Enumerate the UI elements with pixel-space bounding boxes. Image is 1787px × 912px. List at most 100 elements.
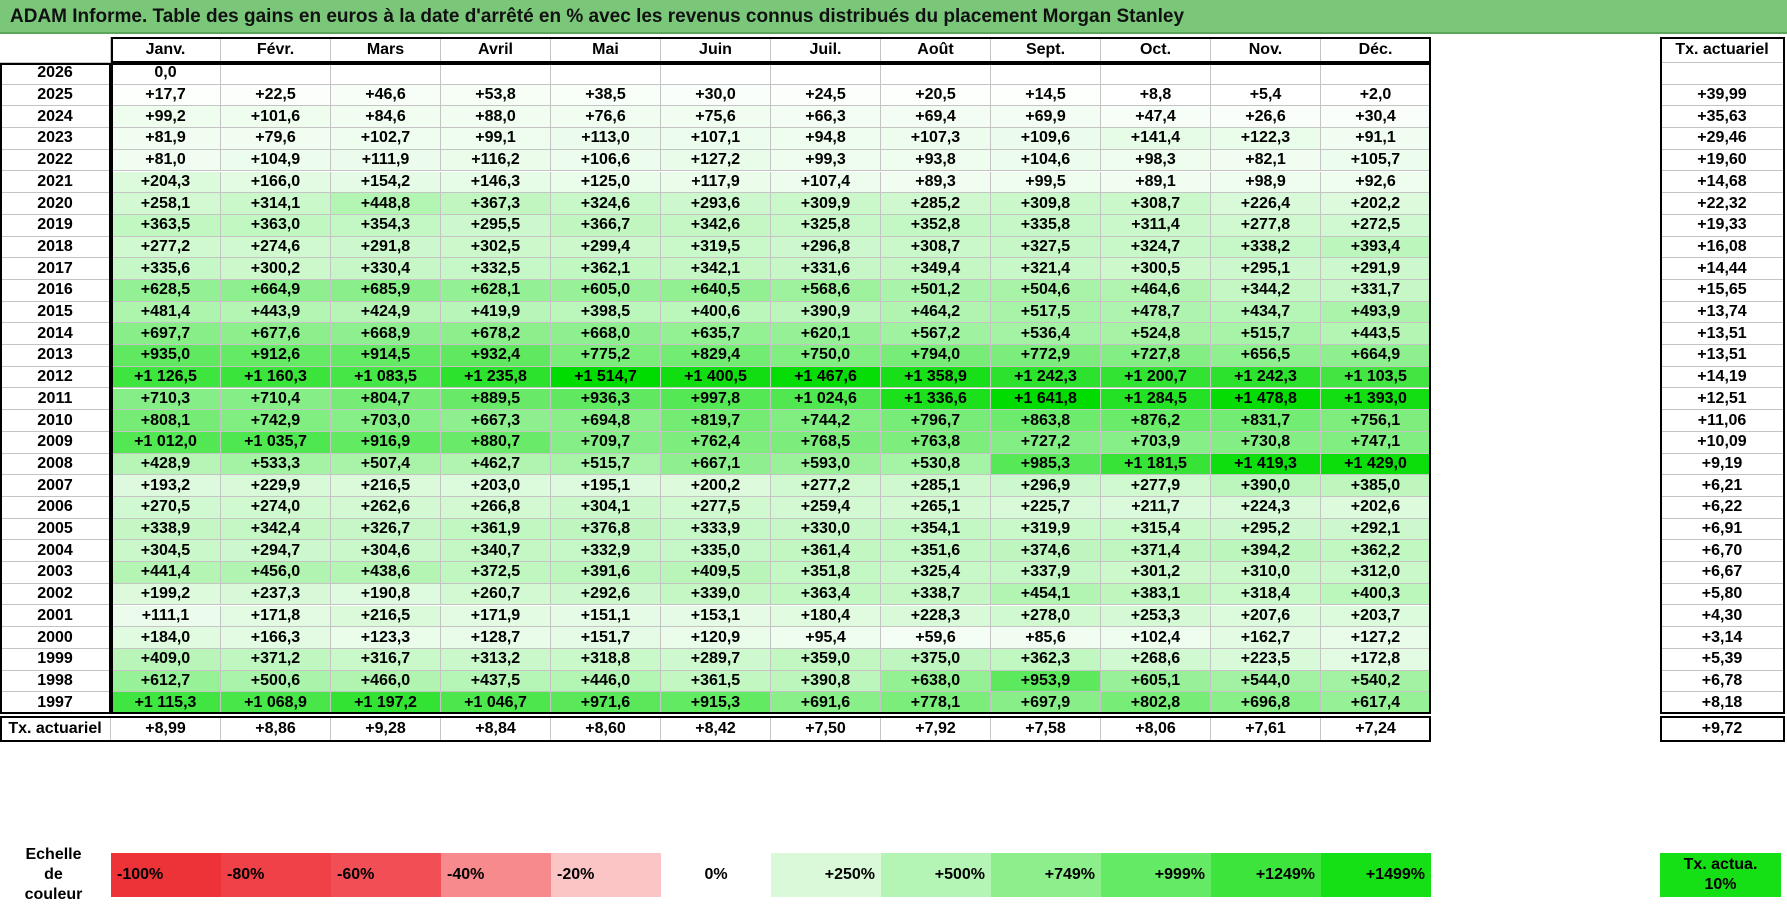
value-cell: +327,5 (991, 236, 1101, 259)
value-cell: +146,3 (441, 171, 551, 194)
year-label: 2006 (0, 497, 111, 519)
value-cell: +1 083,5 (331, 366, 441, 389)
value-cell: +371,4 (1101, 540, 1211, 563)
value-cell: +332,9 (551, 540, 661, 563)
value-cell: +295,5 (441, 214, 551, 237)
value-cell: +30,0 (661, 84, 771, 107)
value-cell: +454,1 (991, 583, 1101, 606)
value-cell: +88,0 (441, 106, 551, 129)
value-cell: +568,6 (771, 280, 881, 302)
value-cell: +1 358,9 (881, 366, 991, 389)
value-cell: +362,3 (991, 648, 1101, 671)
value-cell: +325,4 (881, 562, 991, 584)
value-cell: +1 197,2 (331, 692, 441, 714)
value-cell: +394,2 (1211, 540, 1321, 563)
value-cell: +8,8 (1101, 84, 1211, 107)
legend-swatch: +749% (991, 853, 1101, 897)
value-cell: +202,2 (1321, 193, 1431, 215)
value-cell: +216,5 (331, 475, 441, 497)
actuarial-rate-cell: +14,19 (1660, 366, 1785, 389)
value-cell: +419,9 (441, 301, 551, 324)
value-cell: +916,9 (331, 431, 441, 454)
value-cell: +778,1 (881, 692, 991, 714)
value-cell: +318,8 (551, 648, 661, 671)
value-cell: +507,4 (331, 453, 441, 476)
value-cell: +351,8 (771, 562, 881, 584)
value-cell: +371,2 (221, 648, 331, 671)
value-cell: +253,3 (1101, 605, 1211, 628)
value-cell: +1 068,9 (221, 692, 331, 714)
value-cell: +304,5 (111, 540, 221, 563)
month-header: Juin (661, 37, 771, 63)
actuarial-rate-cell (1660, 63, 1785, 85)
value-cell: +544,0 (1211, 670, 1321, 693)
value-cell: +291,8 (331, 236, 441, 259)
value-cell: +768,5 (771, 431, 881, 454)
value-cell: +462,7 (441, 453, 551, 476)
value-cell: +685,9 (331, 280, 441, 302)
value-cell: +166,3 (221, 627, 331, 649)
value-cell: +30,4 (1321, 106, 1431, 129)
value-cell: 0,0 (111, 63, 221, 85)
value-cell: +314,1 (221, 193, 331, 215)
value-cell: +59,6 (881, 627, 991, 649)
value-cell: +224,3 (1211, 497, 1321, 519)
value-cell: +342,4 (221, 518, 331, 541)
value-cell: +326,7 (331, 518, 441, 541)
value-cell: +400,6 (661, 301, 771, 324)
value-cell: +202,6 (1321, 497, 1431, 519)
value-cell: +76,6 (551, 106, 661, 129)
value-cell: +216,5 (331, 605, 441, 628)
value-cell: +1 641,8 (991, 388, 1101, 411)
value-cell: +330,0 (771, 518, 881, 541)
value-cell: +225,7 (991, 497, 1101, 519)
value-cell: +289,7 (661, 648, 771, 671)
value-cell: +443,5 (1321, 323, 1431, 346)
value-cell (1211, 63, 1321, 85)
value-cell: +390,8 (771, 670, 881, 693)
value-cell: +98,3 (1101, 149, 1211, 172)
value-cell (441, 63, 551, 85)
value-cell: +678,2 (441, 323, 551, 346)
value-cell: +677,6 (221, 323, 331, 346)
value-cell: +1 200,7 (1101, 366, 1211, 389)
value-cell: +985,3 (991, 453, 1101, 476)
value-cell: +504,6 (991, 280, 1101, 302)
value-cell: +398,5 (551, 301, 661, 324)
value-cell: +89,1 (1101, 171, 1211, 194)
value-cell: +772,9 (991, 345, 1101, 367)
value-cell: +694,8 (551, 410, 661, 432)
value-cell: +120,9 (661, 627, 771, 649)
legend-swatch: -100% (111, 853, 221, 897)
legend-swatch: -20% (551, 853, 661, 897)
footer-rate-cell: +9,28 (331, 716, 441, 742)
value-cell: +744,2 (771, 410, 881, 432)
legend-swatch: 0% (661, 853, 771, 897)
value-cell (1101, 63, 1211, 85)
value-cell: +409,0 (111, 648, 221, 671)
value-cell: +390,0 (1211, 475, 1321, 497)
value-cell: +331,7 (1321, 280, 1431, 302)
value-cell: +294,7 (221, 540, 331, 563)
value-cell: +1 160,3 (221, 366, 331, 389)
value-cell: +385,0 (1321, 475, 1431, 497)
value-cell: +335,0 (661, 540, 771, 563)
value-cell: +352,8 (881, 214, 991, 237)
year-label: 2009 (0, 431, 111, 454)
value-cell: +296,9 (991, 475, 1101, 497)
value-cell: +667,1 (661, 453, 771, 476)
value-cell (1321, 63, 1431, 85)
value-cell: +668,0 (551, 323, 661, 346)
year-label: 2013 (0, 345, 111, 367)
value-cell: +316,7 (331, 648, 441, 671)
value-cell: +277,2 (771, 475, 881, 497)
value-cell: +697,9 (991, 692, 1101, 714)
year-label: 2021 (0, 171, 111, 194)
actuarial-rate-cell: +10,09 (1660, 431, 1785, 454)
value-cell: +337,9 (991, 562, 1101, 584)
value-cell: +493,9 (1321, 301, 1431, 324)
year-label: 2008 (0, 453, 111, 476)
value-cell: +89,3 (881, 171, 991, 194)
value-cell: +117,9 (661, 171, 771, 194)
